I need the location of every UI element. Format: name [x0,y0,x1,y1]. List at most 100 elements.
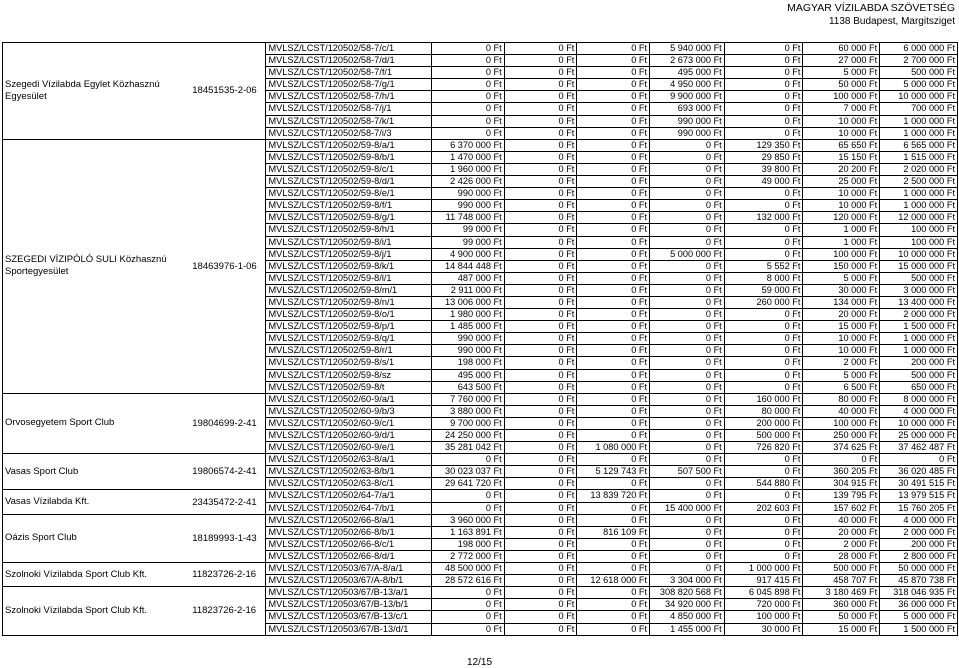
amount-cell: 2 500 000 Ft [879,175,958,189]
amount-cell: 0 Ft [576,90,651,104]
amount-cell: 500 000 Ft [879,66,958,80]
amount-cell: 0 Ft [649,150,725,164]
amount-cell: 0 Ft [649,199,725,213]
amount-cell: 0 Ft [431,586,505,600]
amount-cell: 0 Ft [649,138,725,152]
organization-name: Szolnoki Vízilabda Sport Club Kft. [2,562,191,588]
amount-cell: 1 515 000 Ft [879,150,958,164]
amount-cell: 25 000 Ft [802,175,881,189]
amount-cell: 160 000 Ft [723,392,804,406]
amount-cell: 0 Ft [576,138,651,152]
amount-cell: 487 000 Ft [431,271,505,285]
amount-cell: 0 Ft [576,586,651,600]
amount-cell: 0 Ft [503,66,578,80]
table-row: MVLSZ/LCST/120502/66-8/c/1 198 000 Ft 0 Ft… [3,537,958,551]
amount-cell: 4 900 000 Ft [431,247,505,261]
amount-cell: 50 000 Ft [802,610,881,624]
amount-cell: 0 Ft [503,126,578,140]
tax-number: 18451535-2-06 [190,42,267,140]
application-id-cell: MVLSZ/LCST/120502/59-8/n/1 [265,295,433,310]
application-id-cell: MVLSZ/LCST/120502/58-7/k/1 [265,114,433,128]
amount-cell: 200 000 Ft [879,356,958,370]
amount-cell: 8 000 000 Ft [879,392,958,406]
amount-cell: 0 Ft [503,54,578,68]
amount-cell: 3 960 000 Ft [431,513,505,527]
amount-cell: 500 000 Ft [723,428,804,443]
amount-cell: 4 850 000 Ft [649,610,725,624]
amount-cell: 990 000 Ft [431,344,505,358]
amount-cell: 0 Ft [576,404,651,418]
amount-cell: 0 Ft [503,598,578,612]
amount-cell: 0 Ft [879,453,958,467]
amount-cell: 0 Ft [723,465,804,479]
application-id-cell: MVLSZ/LCST/120502/58-7/i/3 [265,126,433,140]
amount-cell: 0 Ft [649,283,725,297]
amount-cell: 5 129 743 Ft [576,465,651,479]
application-id-cell: MVLSZ/LCST/120502/58-7/h/1 [265,90,433,104]
application-id-cell: MVLSZ/LCST/120502/66-8/a/1 [265,513,433,527]
amount-cell: 0 Ft [503,332,578,346]
amount-cell: 6 565 000 Ft [879,138,958,152]
amount-cell: 3 304 000 Ft [649,574,725,588]
amount-cell: 0 Ft [431,54,505,68]
amount-cell: 0 Ft [503,501,578,515]
application-id-cell: MVLSZ/LCST/120502/64-7/a/1 [265,489,433,503]
amount-cell: 65 650 Ft [802,138,881,152]
tax-number: 11823726-2-16 [190,586,267,636]
amount-cell: 0 Ft [576,235,651,249]
application-id-cell: MVLSZ/LCST/120502/58-7/c/1 [265,41,433,56]
amount-cell: 10 000 Ft [802,344,881,358]
amount-cell: 30 000 Ft [802,283,881,297]
application-id-cell: MVLSZ/LCST/120502/59-8/b/1 [265,150,433,164]
application-id-cell: MVLSZ/LCST/120502/66-8/b/1 [265,525,433,539]
amount-cell: 0 Ft [431,41,505,56]
application-id-cell: MVLSZ/LCST/120503/67/B-13/a/1 [265,586,433,600]
application-id-cell: MVLSZ/LCST/120502/59-8/r/1 [265,344,433,358]
amount-cell: 0 Ft [431,610,505,624]
amount-cell: 250 000 Ft [802,428,881,443]
amount-cell: 60 000 Ft [802,41,881,56]
amount-cell: 0 Ft [503,138,578,152]
amount-cell: 0 Ft [431,489,505,503]
application-id-cell: MVLSZ/LCST/120503/67/B-13/c/1 [265,610,433,624]
table-row: MVLSZ/LCST/120502/63-8/c/1 29 641 720 Ft 0… [3,477,958,491]
amount-cell: 0 Ft [723,537,804,551]
amount-cell: 0 Ft [431,66,505,80]
amount-cell: 0 Ft [649,428,725,443]
amount-cell: 374 625 Ft [802,441,881,455]
amount-cell: 0 Ft [649,308,725,322]
amount-cell: 0 Ft [503,211,578,225]
amount-cell: 0 Ft [576,356,651,370]
amount-cell: 0 Ft [503,175,578,189]
amount-cell: 0 Ft [649,562,725,576]
amount-cell: 1 470 000 Ft [431,150,505,164]
organization-name: SZEGEDI VÍZIPÓLÓ SULI Közhasznú Sportegy… [2,138,191,394]
amount-cell: 5 000 000 Ft [879,78,958,92]
amount-cell: 0 Ft [503,477,578,491]
amount-cell: 544 880 Ft [723,477,804,491]
amount-cell: 2 911 000 Ft [431,283,505,297]
amount-cell: 0 Ft [649,344,725,358]
application-id-cell: MVLSZ/LCST/120502/59-8/d/1 [265,175,433,189]
application-id-cell: MVLSZ/LCST/120502/60-9/c/1 [265,416,433,431]
tax-number: 19806574-2-41 [190,453,267,491]
amount-cell: 0 Ft [723,41,804,56]
organization-name: Orvosegyetem Sport Club [2,392,191,455]
amount-cell: 150 000 Ft [802,259,881,273]
amount-cell: 0 Ft [576,54,651,68]
amount-cell: 0 Ft [503,114,578,128]
table-row: MVLSZ/LCST/120502/59-8/s/1 198 000 Ft 0 Ft… [3,356,958,370]
amount-cell: 20 000 Ft [802,525,881,539]
amount-cell: 50 000 Ft [802,78,881,92]
table-row: MVLSZ/LCST/120502/66-8/d/1 2 772 000 Ft 0 … [3,549,958,564]
amount-cell: 360 000 Ft [802,598,881,612]
application-id-cell: MVLSZ/LCST/120502/58-7/d/1 [265,54,433,68]
amount-cell: 990 000 Ft [431,199,505,213]
amount-cell: 0 Ft [503,102,578,116]
amount-cell: 2 000 Ft [802,537,881,551]
amount-cell: 24 250 000 Ft [431,428,505,443]
amount-cell: 643 500 Ft [431,380,505,394]
table-row: Orvosegyetem Sport Club 19804699-2-41 MVLS… [2,392,958,455]
amount-cell: 48 500 000 Ft [431,562,505,576]
amount-cell: 15 000 000 Ft [879,259,958,273]
